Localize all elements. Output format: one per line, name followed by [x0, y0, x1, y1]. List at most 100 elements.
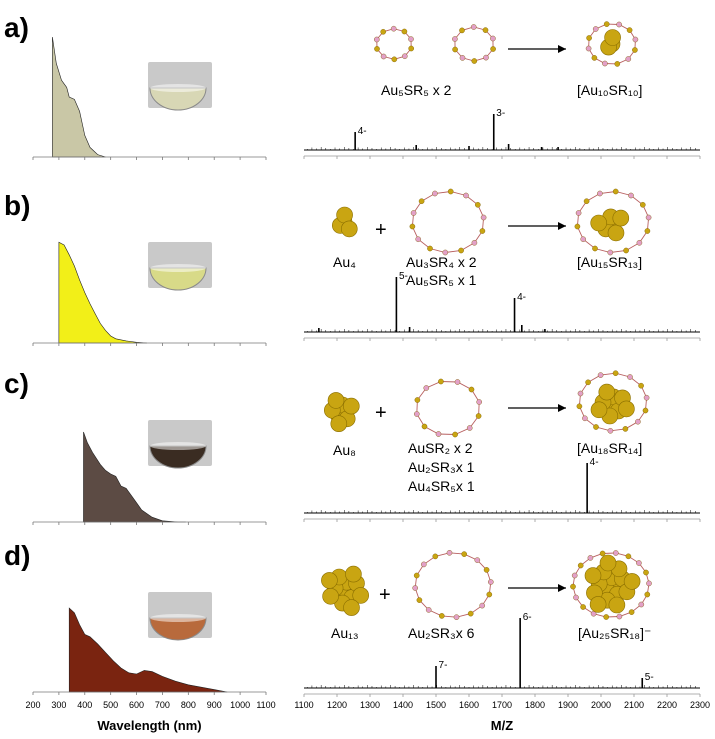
- ligand-atom: [475, 413, 482, 419]
- ligand-atom: [446, 550, 453, 556]
- ligand-atom: [390, 25, 397, 32]
- ms-peak-label: 4-: [590, 457, 599, 468]
- vial-liquid: [149, 267, 207, 291]
- ligand-formula: AuSR₂ x 2: [408, 440, 473, 456]
- product-formula: [Au₁₀SR₁₀]: [577, 82, 643, 98]
- ms-tick-label: 1600: [459, 700, 479, 710]
- ligand-atom: [586, 35, 592, 41]
- ligand-atom: [632, 36, 639, 43]
- ms-peak-label: 6-: [523, 612, 532, 623]
- gold-atom: [618, 400, 635, 418]
- ligand-atom: [380, 28, 387, 35]
- gold-atom: [589, 596, 607, 613]
- gold-atom: [336, 206, 353, 224]
- gold-atom: [584, 567, 602, 584]
- ligand-atom: [482, 27, 489, 33]
- ligand-atom: [646, 580, 652, 587]
- ligand-atom: [421, 423, 428, 430]
- ms-peak-label: 7-: [439, 660, 448, 671]
- ligand-atom: [636, 239, 643, 246]
- ligand-atom: [487, 579, 494, 585]
- vial-liquid: [149, 617, 207, 641]
- ligand-atom: [474, 557, 481, 563]
- gold-atom: [608, 596, 626, 614]
- ligand-atom: [585, 45, 592, 52]
- ms-axis-title: M/Z: [491, 718, 513, 733]
- ligand-atom: [408, 36, 414, 42]
- ligand-atom: [432, 190, 438, 197]
- ligand-atom: [638, 382, 644, 389]
- ligand-atom: [391, 56, 398, 63]
- ligand-atom: [607, 427, 614, 434]
- gold-atom: [599, 554, 617, 572]
- ligand-atom: [468, 386, 475, 393]
- ligand-atom: [636, 560, 642, 566]
- ms-tick-label: 1700: [492, 700, 512, 710]
- ligand-atom: [576, 403, 583, 410]
- ligand-atom: [438, 613, 445, 619]
- ligand-atom: [479, 602, 486, 609]
- ligand-formula: Au₃SR₄ x 2: [406, 254, 477, 270]
- ms-peak-label: 5-: [645, 672, 654, 683]
- ligand-atom: [459, 55, 466, 61]
- plus-sign: +: [375, 219, 387, 241]
- ligand-atom: [412, 585, 419, 591]
- ligand-atom: [580, 236, 587, 242]
- ligand-atom: [625, 56, 632, 62]
- ms-tick-label: 1100: [294, 700, 313, 710]
- ligand-atom: [640, 201, 646, 208]
- ligand-atom: [420, 561, 427, 568]
- gold-atom: [352, 587, 370, 604]
- ligand-atom: [592, 26, 599, 32]
- arrow-head: [558, 45, 566, 53]
- ms-tick-label: 2000: [591, 700, 611, 710]
- gold-atom: [340, 220, 358, 238]
- ms-tick-label: 2200: [657, 700, 677, 710]
- ligand-atom: [587, 555, 594, 561]
- ligand-atom: [638, 601, 645, 608]
- ligand-atom: [452, 36, 458, 42]
- ligand-atom: [409, 223, 416, 230]
- ligand-atom: [483, 54, 489, 61]
- ligand-atom: [627, 374, 633, 380]
- vial-liquid: [149, 445, 207, 469]
- ligand-atom: [577, 562, 584, 569]
- ligand-atom: [613, 550, 619, 556]
- uv-tick-label: 600: [129, 700, 144, 710]
- gold-atom: [590, 214, 608, 232]
- uv-spectrum-area: [58, 241, 147, 344]
- ms-tick-label: 1800: [525, 700, 545, 710]
- vial-rim: [150, 614, 206, 622]
- ligand-atom: [453, 614, 460, 621]
- ligand-atom: [570, 583, 576, 590]
- ligand-atom: [438, 378, 444, 385]
- plus-sign: +: [379, 584, 391, 606]
- ligand-atom: [463, 192, 469, 199]
- gold-atom: [343, 599, 360, 616]
- ligand-atom: [410, 210, 417, 216]
- ligand-atom: [380, 53, 387, 60]
- ligand-atom: [483, 567, 490, 573]
- ligand-atom: [458, 247, 464, 254]
- ligand-atom: [612, 370, 619, 377]
- ligand-atom: [480, 214, 487, 221]
- ligand-atom: [459, 27, 465, 34]
- ligand-atom: [474, 201, 481, 208]
- ligand-atom: [452, 431, 458, 438]
- panel-label: a): [4, 12, 29, 43]
- cluster-formula: Au₈: [333, 442, 356, 458]
- ligand-atom: [490, 35, 496, 42]
- plus-sign: +: [375, 402, 387, 424]
- ligand-atom: [635, 418, 641, 425]
- ligand-atom: [585, 379, 591, 386]
- gold-atom: [623, 573, 641, 590]
- vial-rim: [150, 84, 206, 92]
- ligand-atom: [593, 424, 599, 430]
- ligand-atom: [442, 249, 449, 256]
- arrow-head: [558, 222, 566, 230]
- product-formula: [Au₁₈SR₁₄]: [577, 440, 643, 456]
- uv-tick-label: 800: [181, 700, 196, 710]
- ligand-atom: [454, 379, 461, 385]
- ligand-atom: [413, 411, 420, 417]
